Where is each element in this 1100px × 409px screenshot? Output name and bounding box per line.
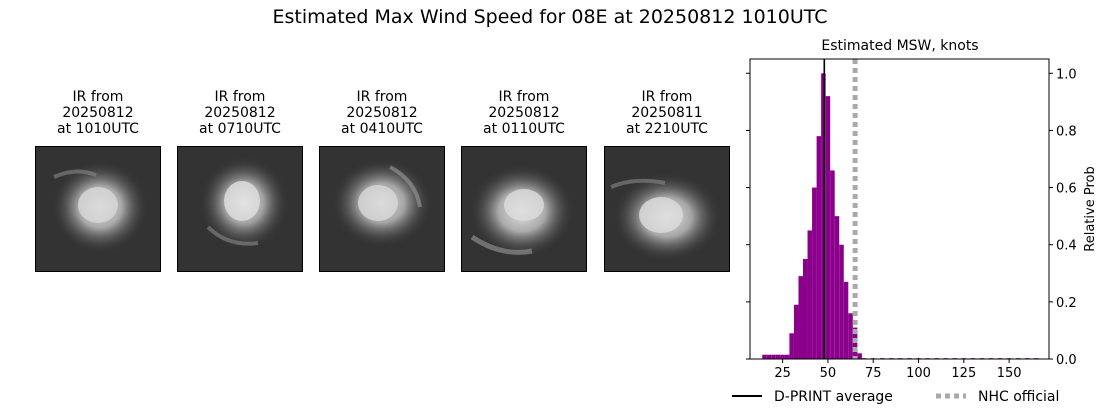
histogram-bar [784,354,790,359]
y-tick-label: 0.0 [1056,353,1077,368]
y-tick-label: 0.8 [1056,124,1077,139]
histogram-bar [771,354,776,359]
ir-satellite-image [461,146,587,272]
x-tick-label: 125 [951,366,976,381]
axes-frame [749,58,1050,360]
x-tick-label: 50 [820,366,837,381]
histogram-bar [830,170,835,359]
ir-caption-line1: IR from [72,89,124,105]
histogram-bar [834,216,840,359]
legend-label: NHC official [978,389,1059,405]
legend-label: D-PRINT average [774,389,893,405]
histogram-bar [843,281,849,359]
ir-caption-line3: at 1010UTC [57,121,139,137]
histogram-bar [821,73,826,360]
ir-caption-line3: at 0410UTC [341,121,423,137]
ir-caption: IR from 20250812 at 0710UTC [177,89,303,137]
x-tick-label: 150 [997,366,1022,381]
y-tick-label: 0.2 [1056,296,1077,311]
legend: D-PRINT average NHC official [732,389,1059,405]
histogram-bar [793,304,799,359]
ir-caption-line1: IR from [356,89,408,105]
ir-panel: IR from 20250812 at 0710UTC [177,89,303,272]
histogram-bar [780,354,785,359]
figure-title: Estimated Max Wind Speed for 08E at 2025… [272,6,828,28]
ir-caption-line3: at 0110UTC [483,121,565,137]
histogram-bar [857,353,862,359]
ir-satellite-image [604,146,730,272]
y-tick-label: 1.0 [1056,67,1077,82]
msw-histogram-chart: Estimated MSW, knots 25 50 75 100 125 150 0.0… [732,38,1098,405]
histogram-bar [766,354,772,359]
chart-title: Estimated MSW, knots [821,38,978,54]
ir-caption-line1: IR from [498,89,550,105]
ir-caption-line2: 20250812 [62,105,134,121]
histogram-bar [798,276,804,359]
ir-satellite-image [35,146,161,272]
y-axis-label: Relative Prob [1083,166,1098,251]
ir-satellite-image [177,146,303,272]
y-tick-label: 0.4 [1056,239,1077,254]
ir-panel: IR from 20250812 at 0410UTC [319,89,445,272]
ir-caption: IR from 20250812 at 0410UTC [319,89,445,137]
x-tick-label: 75 [865,366,882,381]
ir-caption-line2: 20250812 [488,105,560,121]
histogram-bar [762,354,767,359]
ir-panel: IR from 20250811 at 2210UTC [604,89,730,272]
ir-caption-line2: 20250811 [631,105,703,121]
histogram-bar [839,244,844,359]
histogram-bar [789,333,794,359]
histogram-bar [775,354,781,359]
ir-caption-line2: 20250812 [346,105,418,121]
ir-caption-line1: IR from [641,89,693,105]
histogram-bar [816,136,822,359]
x-tick-label: 25 [774,366,791,381]
ir-caption-line3: at 0710UTC [199,121,281,137]
ir-satellite-image [319,146,445,272]
ir-caption-line1: IR from [214,89,266,105]
histogram-bar [807,230,813,359]
ir-caption: IR from 20250811 at 2210UTC [604,89,730,137]
ir-caption: IR from 20250812 at 1010UTC [35,89,161,137]
y-tick-label: 0.6 [1056,182,1077,197]
ir-caption-line3: at 2210UTC [626,121,708,137]
histogram-bar [803,259,808,359]
ir-panel: IR from 20250812 at 0110UTC [461,89,587,272]
ir-caption: IR from 20250812 at 0110UTC [461,89,587,137]
histogram-bar [848,313,853,359]
x-tick-label: 100 [906,366,931,381]
histogram-bar [812,187,817,359]
histogram-bar [825,96,831,360]
histogram-bar [852,327,858,359]
ir-caption-line2: 20250812 [204,105,276,121]
ir-panel: IR from 20250812 at 1010UTC [35,89,161,272]
